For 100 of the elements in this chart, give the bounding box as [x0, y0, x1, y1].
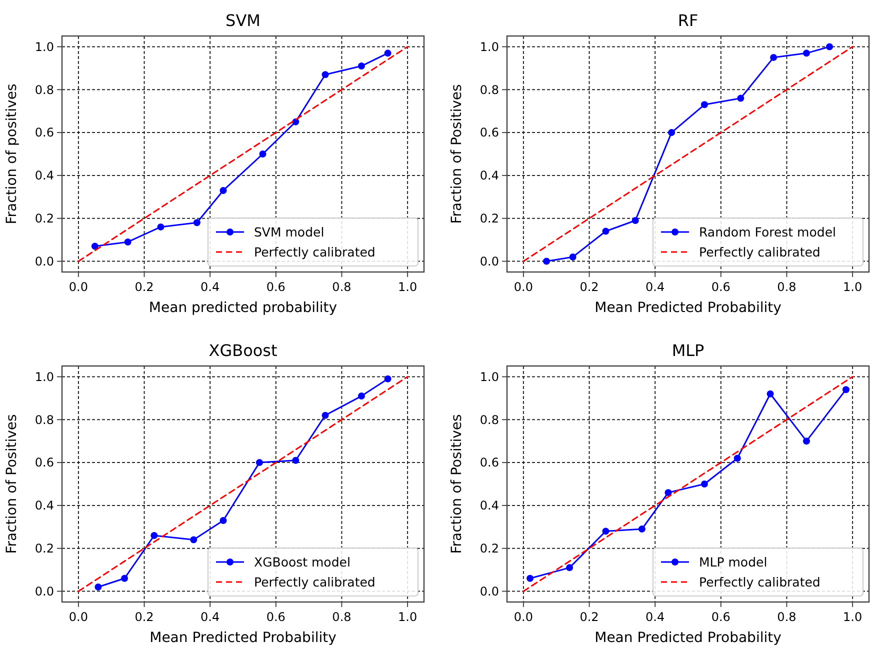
x-axis-title: Mean Predicted Probability — [594, 630, 782, 646]
point — [157, 223, 164, 230]
point — [220, 186, 227, 194]
point — [526, 574, 534, 582]
y-tick-label: 0.2 — [480, 542, 499, 556]
x-tick-label: 1.0 — [398, 610, 418, 624]
point — [193, 219, 200, 226]
legend-label: SVM model — [254, 224, 324, 240]
point — [632, 217, 639, 224]
y-tick-label: 0.2 — [480, 212, 499, 226]
y-axis-title: Fraction of positives — [4, 84, 20, 224]
point — [259, 150, 266, 158]
point — [322, 412, 329, 419]
y-tick-label: 0.8 — [480, 82, 499, 97]
y-axis-title: Fraction of Positives — [449, 414, 465, 554]
point — [121, 574, 128, 582]
x-tick-label: 0.8 — [332, 610, 352, 624]
point — [384, 375, 392, 382]
y-tick-label: 1.0 — [34, 40, 54, 54]
point — [94, 583, 102, 590]
x-tick-label: 0.6 — [266, 610, 286, 624]
legend-label: Perfectly calibrated — [254, 244, 376, 260]
x-tick-label: 0.0 — [68, 280, 88, 294]
x-tick-label: 0.8 — [777, 280, 796, 294]
y-tick-label: 1.0 — [480, 370, 499, 384]
x-tick-label: 0.6 — [266, 280, 286, 294]
point — [770, 54, 778, 61]
y-tick-label: 0.0 — [480, 254, 499, 268]
legend-label: Perfectly calibrated — [254, 574, 376, 590]
y-tick-label: 1.0 — [480, 40, 499, 54]
point — [124, 238, 132, 246]
y-tick-label: 0.4 — [34, 498, 54, 513]
point — [542, 258, 550, 265]
chart-title: RF — [678, 11, 698, 30]
x-tick-label: 1.0 — [843, 280, 862, 294]
point — [766, 390, 774, 398]
point — [842, 386, 850, 394]
x-tick-label: 1.0 — [843, 610, 862, 624]
y-tick-label: 0.4 — [34, 168, 54, 183]
x-tick-label: 0.2 — [134, 280, 154, 294]
point — [292, 456, 300, 464]
y-tick-label: 0.8 — [34, 412, 54, 427]
point — [256, 459, 263, 466]
point — [602, 528, 610, 535]
chart-title: XGBoost — [208, 341, 278, 360]
point — [358, 392, 365, 400]
x-tick-label: 0.2 — [580, 610, 599, 624]
point — [602, 228, 610, 235]
point — [826, 43, 834, 50]
point — [734, 454, 741, 462]
x-tick-label: 0.8 — [777, 610, 796, 624]
x-tick-label: 1.0 — [398, 280, 418, 294]
point — [802, 50, 810, 57]
x-axis-title: Mean Predicted Probability — [150, 630, 336, 646]
x-tick-label: 0.6 — [711, 280, 730, 294]
x-tick-label: 0.0 — [514, 610, 533, 624]
chart-title: MLP — [672, 341, 705, 360]
x-axis-title: Mean Predicted Probability — [594, 300, 782, 316]
point — [737, 94, 744, 102]
y-tick-label: 0.0 — [480, 584, 499, 598]
x-tick-label: 0.6 — [711, 610, 730, 624]
y-axis-title: Fraction of Positives — [449, 84, 465, 224]
point — [700, 101, 708, 108]
x-tick-label: 0.8 — [332, 280, 352, 294]
point — [190, 536, 198, 544]
point — [700, 480, 708, 488]
x-tick-label: 0.2 — [134, 610, 154, 624]
y-axis-title: Fraction of Positives — [4, 414, 20, 554]
x-tick-label: 0.4 — [200, 280, 220, 294]
x-tick-label: 0.4 — [646, 610, 665, 624]
y-tick-label: 0.2 — [34, 212, 54, 226]
y-tick-label: 0.2 — [34, 542, 54, 556]
y-tick-label: 1.0 — [34, 370, 54, 384]
x-tick-label: 0.0 — [514, 280, 533, 294]
legend-label: Random Forest model — [699, 224, 836, 240]
legend-label: XGBoost model — [254, 554, 350, 570]
y-tick-label: 0.0 — [34, 584, 54, 598]
x-axis-title: Mean predicted probability — [148, 300, 338, 316]
y-tick-label: 0.0 — [34, 254, 54, 268]
y-tick-label: 0.6 — [34, 126, 54, 140]
y-tick-label: 0.4 — [480, 168, 499, 183]
point — [566, 564, 574, 572]
y-tick-label: 0.8 — [34, 82, 54, 97]
x-tick-label: 0.4 — [646, 280, 665, 294]
x-tick-label: 0.0 — [68, 610, 88, 624]
y-tick-label: 0.8 — [480, 412, 499, 427]
point — [638, 526, 646, 533]
point — [384, 50, 392, 57]
x-tick-label: 0.2 — [580, 280, 599, 294]
y-tick-label: 0.4 — [480, 498, 499, 513]
x-tick-label: 0.4 — [200, 610, 220, 624]
point — [664, 489, 672, 496]
legend-label: Perfectly calibrated — [699, 574, 820, 590]
point — [569, 253, 576, 260]
y-tick-label: 0.6 — [34, 456, 54, 470]
point — [91, 242, 98, 250]
point — [358, 62, 365, 70]
point — [150, 532, 158, 539]
point — [322, 71, 329, 78]
legend-label: Perfectly calibrated — [699, 244, 820, 260]
